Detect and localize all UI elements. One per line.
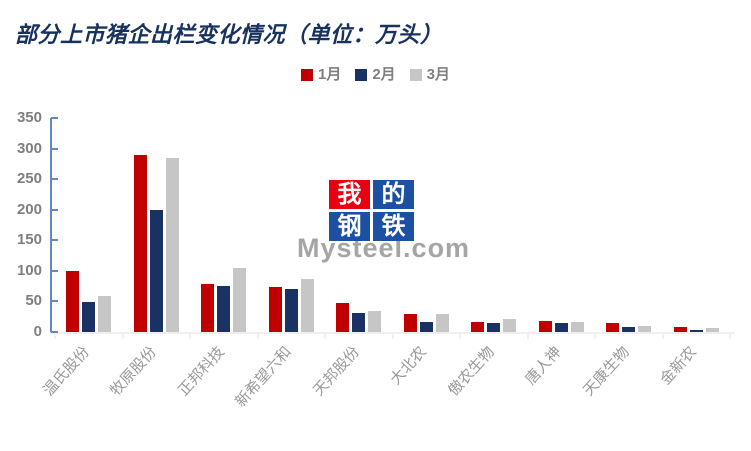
bar-3月-天邦股份 [368, 311, 382, 332]
x-axis-line [50, 332, 734, 334]
bar-2月-大北农 [419, 321, 433, 332]
x-axis-category-label: 新希望六和 [232, 343, 296, 411]
bar-1月-温氏股份 [66, 270, 80, 332]
bar-1月-天康生物 [606, 322, 620, 332]
bar-1月-傲农生物 [471, 322, 485, 332]
legend-label: 3月 [426, 66, 451, 83]
bar-2月-金新农 [689, 330, 703, 332]
bar-3月-大北农 [435, 314, 449, 332]
bar-3月-金新农 [705, 327, 719, 332]
bar-3月-新希望六和 [300, 278, 314, 332]
bar-3月-天康生物 [638, 325, 652, 332]
mysteel-logo: 我的钢铁 [329, 180, 414, 241]
x-axis-tick [54, 334, 56, 339]
y-axis-label: 300 [16, 139, 42, 157]
bar-3月-唐人神 [570, 322, 584, 332]
bar-1月-金新农 [673, 327, 687, 332]
x-axis-category-label: 正邦科技 [174, 343, 228, 400]
y-axis-label: 350 [16, 109, 42, 126]
bar-1月-新希望六和 [268, 286, 282, 332]
legend-swatch-icon [355, 68, 368, 81]
y-axis-tick [51, 208, 58, 211]
bar-3月-傲农生物 [503, 318, 517, 332]
x-axis-tick [459, 334, 461, 339]
legend-swatch-icon [409, 68, 422, 81]
bar-3月-牧原股份 [165, 157, 179, 332]
y-axis-line [50, 118, 52, 332]
mysteel-logo-block-我: 我 [329, 180, 370, 209]
x-axis-category-label: 天邦股份 [309, 343, 363, 400]
y-axis-label: 200 [16, 200, 42, 218]
y-axis-tick [51, 331, 58, 333]
x-axis-category-label: 唐人神 [522, 343, 566, 389]
bar-1月-唐人神 [538, 320, 552, 332]
bar-2月-牧原股份 [149, 209, 163, 332]
y-axis-tick [51, 269, 58, 272]
x-axis-category-label: 天康生物 [579, 343, 633, 400]
y-axis-tick [51, 239, 58, 242]
bar-2月-天康生物 [622, 327, 636, 332]
y-axis-label: 100 [16, 261, 42, 279]
legend-item-2月: 2月 [355, 66, 396, 83]
x-axis-tick [391, 334, 394, 339]
bar-1月-大北农 [403, 313, 417, 332]
x-axis-tick [121, 334, 124, 339]
legend-swatch-icon [300, 68, 313, 81]
y-axis-label: 150 [16, 231, 42, 249]
y-axis-tick [51, 117, 58, 119]
x-axis-category-label: 金新农 [657, 343, 701, 389]
x-axis-tick [526, 334, 529, 339]
x-axis-tick [189, 334, 191, 339]
x-axis-category-label: 大北农 [387, 343, 431, 389]
bar-2月-温氏股份 [82, 302, 96, 332]
bar-2月-新希望六和 [284, 289, 298, 332]
y-axis-tick [51, 178, 58, 181]
x-axis-category-label: 傲农生物 [444, 343, 498, 400]
legend-item-3月: 3月 [409, 66, 451, 83]
bar-2月-天邦股份 [352, 313, 366, 332]
x-axis-tick [324, 334, 326, 339]
x-axis-category-label: 温氏股份 [39, 343, 93, 400]
bar-2月-唐人神 [554, 322, 568, 332]
bar-1月-正邦科技 [201, 283, 215, 332]
mysteel-logo-block-的: 的 [373, 180, 414, 209]
x-axis-tick [661, 334, 664, 339]
x-axis-tick [729, 334, 731, 339]
x-axis-tick [594, 334, 596, 339]
y-axis-label: 50 [25, 292, 42, 310]
y-axis-tick [51, 300, 58, 303]
bar-1月-牧原股份 [133, 154, 147, 332]
bar-1月-天邦股份 [336, 303, 350, 332]
bar-2月-傲农生物 [487, 323, 501, 332]
legend-label: 2月 [372, 66, 396, 83]
y-axis-label: 0 [33, 323, 42, 340]
bar-2月-正邦科技 [217, 286, 231, 332]
chart-title: 部分上市猪企出栏变化情况（单位：万头） [15, 22, 443, 47]
x-axis-category-label: 牧原股份 [107, 343, 161, 400]
bar-3月-温氏股份 [98, 295, 112, 332]
x-axis-tick [256, 334, 259, 339]
y-axis-label: 250 [16, 170, 42, 188]
bar-3月-正邦科技 [233, 267, 247, 332]
legend-item-1月: 1月 [300, 66, 342, 83]
legend: 1月 2月 3月 [0, 67, 751, 82]
mysteel-logo-block-钢: 钢 [329, 212, 370, 241]
legend-label: 1月 [317, 66, 342, 83]
y-axis-tick [51, 147, 58, 150]
mysteel-logo-block-铁: 铁 [373, 212, 414, 241]
